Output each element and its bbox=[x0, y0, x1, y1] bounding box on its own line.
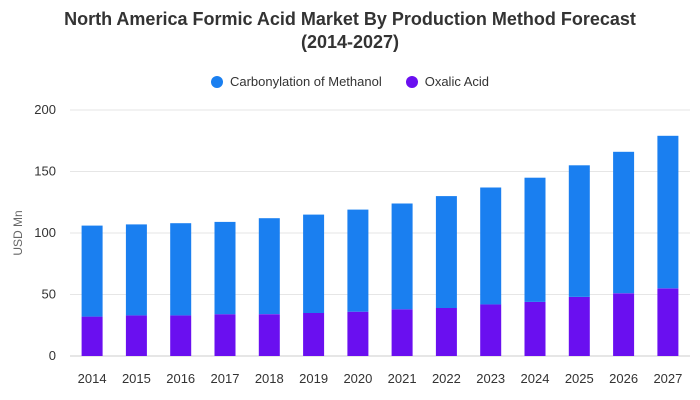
chart-title-line-1: North America Formic Acid Market By Prod… bbox=[64, 9, 636, 29]
bar-oxalic-acid bbox=[214, 314, 236, 356]
bar-oxalic-acid bbox=[391, 309, 413, 356]
x-tick-label: 2015 bbox=[122, 371, 151, 386]
x-tick-label: 2026 bbox=[609, 371, 638, 386]
bar-carbonylation bbox=[435, 196, 457, 308]
bar-oxalic-acid bbox=[125, 315, 147, 356]
x-tick-label: 2019 bbox=[299, 371, 328, 386]
bar-carbonylation bbox=[391, 203, 413, 310]
bar-oxalic-acid bbox=[480, 304, 502, 356]
gridlines bbox=[70, 109, 690, 357]
bar-oxalic-acid bbox=[657, 288, 679, 356]
chart-legend: Carbonylation of Methanol Oxalic Acid bbox=[0, 74, 700, 89]
y-axis-label: USD Mn bbox=[11, 210, 25, 255]
y-tick-label: 0 bbox=[49, 348, 56, 363]
bar-oxalic-acid bbox=[170, 315, 192, 356]
x-tick-label: 2017 bbox=[211, 371, 240, 386]
bar-oxalic-acid bbox=[568, 297, 590, 356]
legend-swatch-carbonylation bbox=[210, 75, 223, 88]
bar-carbonylation bbox=[170, 223, 192, 316]
y-tick-label: 150 bbox=[34, 164, 56, 179]
y-tick-label: 100 bbox=[34, 225, 56, 240]
x-tick-label: 2014 bbox=[78, 371, 107, 386]
x-tick-label: 2022 bbox=[432, 371, 461, 386]
x-tick-label: 2025 bbox=[565, 371, 594, 386]
bar-oxalic-acid bbox=[81, 316, 103, 356]
bar-carbonylation bbox=[568, 165, 590, 297]
bar-carbonylation bbox=[657, 135, 679, 289]
bars bbox=[81, 135, 679, 356]
bar-oxalic-acid bbox=[347, 311, 369, 356]
x-axis-tick-labels: 2014 2015 2016 2017 2018 2019 2020 2021 2022 2023… bbox=[78, 371, 683, 386]
x-tick-label: 2023 bbox=[476, 371, 505, 386]
bar-oxalic-acid bbox=[524, 301, 546, 356]
bar-carbonylation bbox=[214, 221, 236, 315]
legend-item-oxalic[interactable]: Oxalic Acid bbox=[405, 74, 490, 89]
bar-carbonylation bbox=[303, 214, 325, 313]
bar-oxalic-acid bbox=[435, 308, 457, 356]
x-tick-label: 2016 bbox=[166, 371, 195, 386]
legend-label-oxalic: Oxalic Acid bbox=[424, 74, 490, 89]
bar-oxalic-acid bbox=[258, 314, 280, 356]
x-tick-label: 2021 bbox=[388, 371, 417, 386]
x-tick-label: 2018 bbox=[255, 371, 284, 386]
bar-oxalic-acid bbox=[303, 312, 325, 356]
y-axis-tick-labels: 0 50 100 150 200 bbox=[34, 102, 56, 363]
legend-swatch-oxalic bbox=[405, 75, 418, 88]
chart-title: North America Formic Acid Market By Prod… bbox=[0, 8, 700, 54]
y-tick-label: 200 bbox=[34, 102, 56, 117]
bar-carbonylation bbox=[125, 224, 147, 316]
y-tick-label: 50 bbox=[42, 287, 56, 302]
bar-carbonylation bbox=[480, 187, 502, 305]
legend-label-carbonylation: Carbonylation of Methanol bbox=[229, 74, 382, 89]
bar-carbonylation bbox=[81, 225, 103, 317]
bar-oxalic-acid bbox=[613, 293, 635, 356]
bar-carbonylation bbox=[258, 218, 280, 315]
chart-title-line-2: (2014-2027) bbox=[300, 32, 400, 52]
x-tick-label: 2024 bbox=[521, 371, 550, 386]
bar-carbonylation bbox=[347, 209, 369, 312]
x-tick-label: 2020 bbox=[343, 371, 372, 386]
legend-item-carbonylation[interactable]: Carbonylation of Methanol bbox=[210, 74, 382, 89]
bar-carbonylation bbox=[613, 151, 635, 294]
bar-carbonylation bbox=[524, 177, 546, 302]
x-tick-label: 2027 bbox=[653, 371, 682, 386]
